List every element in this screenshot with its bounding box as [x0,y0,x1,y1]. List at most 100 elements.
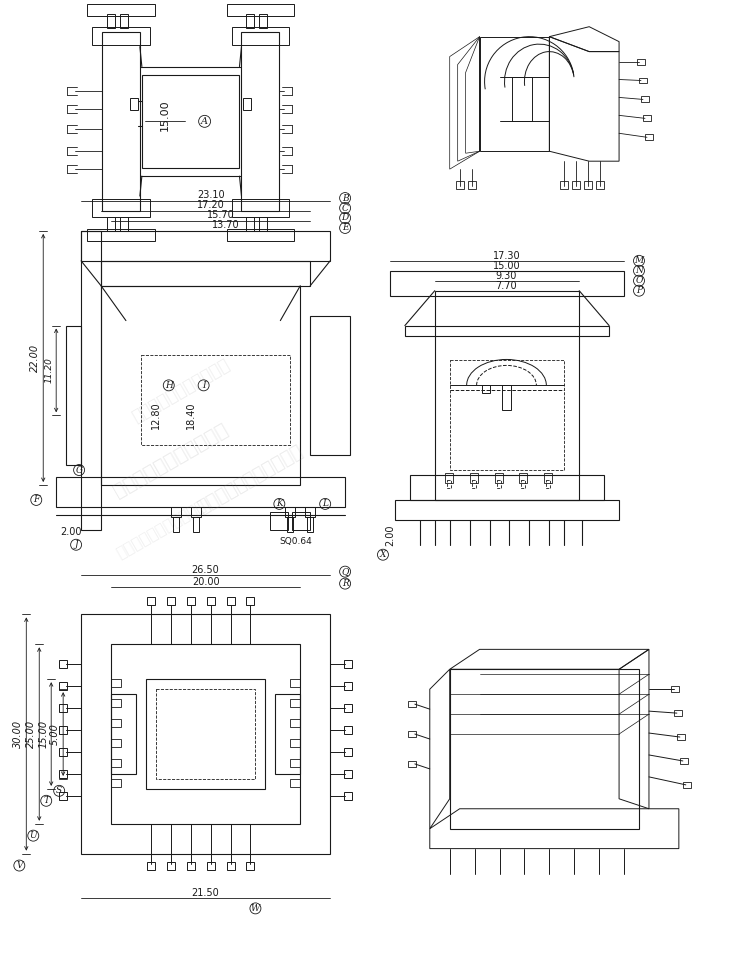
Bar [59,770,67,778]
Bar [291,739,300,747]
Text: 2.00: 2.00 [60,527,82,537]
Text: 23.10: 23.10 [197,190,224,200]
Bar [522,480,525,488]
Bar [111,680,121,687]
Text: C: C [342,204,348,212]
Text: 18.40: 18.40 [186,402,195,429]
Bar [344,705,352,712]
Bar [408,731,416,737]
Text: 21.50: 21.50 [192,888,219,899]
Bar [344,748,352,756]
Bar [639,77,647,83]
Text: 17.30: 17.30 [493,250,520,261]
Bar [450,669,639,829]
Text: 东莞市扬通电子有限公司: 东莞市扬通电子有限公司 [114,498,208,561]
Text: SQ0.64: SQ0.64 [279,537,311,546]
Bar [101,261,311,286]
Bar [186,597,195,604]
Text: S: S [56,787,62,795]
Text: T: T [43,796,49,805]
Text: V: V [16,861,22,870]
Bar [87,228,155,241]
Text: E: E [342,224,348,232]
Bar [467,181,476,189]
Bar [59,661,67,668]
Bar [259,217,267,231]
Bar [305,507,315,517]
Bar [291,759,300,767]
Bar [59,748,67,756]
Bar [66,326,81,465]
Text: N: N [635,267,643,275]
Bar [395,500,619,520]
Bar [344,792,352,800]
Bar [247,13,254,28]
Bar [111,719,121,728]
Bar [111,694,136,774]
Bar [87,4,155,15]
Text: 22.00: 22.00 [30,344,40,372]
Text: I: I [202,380,205,390]
Text: G: G [76,466,82,474]
Bar [192,517,198,532]
Text: U: U [30,831,37,840]
Bar [680,758,688,764]
Bar [311,315,350,455]
Bar [166,861,175,870]
Bar [207,861,215,870]
Text: 26.50: 26.50 [192,565,219,575]
Text: 17.20: 17.20 [197,200,224,210]
Bar [102,32,140,211]
Bar [481,385,490,393]
Bar [59,792,67,800]
Bar [101,286,300,485]
Bar [111,699,121,707]
Bar [495,473,502,483]
Bar [291,719,300,728]
Text: R: R [342,579,348,588]
Bar [285,507,295,517]
Bar [408,701,416,707]
Bar [470,473,478,483]
Text: P: P [636,286,642,295]
Text: 30.00: 30.00 [13,720,23,749]
Bar [276,694,300,774]
Bar [244,98,251,110]
Bar [56,477,345,507]
Bar [288,517,293,532]
Bar [344,770,352,778]
Bar [59,726,67,734]
Text: 5.00: 5.00 [51,723,60,745]
Bar [166,597,175,604]
Bar [410,475,604,500]
Bar [59,683,67,690]
Bar [344,726,352,734]
Bar [674,710,682,716]
Text: 2.00: 2.00 [385,524,395,546]
Bar [291,680,300,687]
Text: 11.20: 11.20 [44,358,53,383]
Bar [191,507,201,517]
Bar [450,360,564,470]
Bar [141,356,291,445]
Bar [232,199,289,217]
Bar [641,97,649,102]
Text: H: H [165,380,172,390]
Bar [496,480,501,488]
Bar [645,134,653,141]
Text: 20.00: 20.00 [192,576,219,587]
Bar [227,4,294,15]
Bar [545,473,552,483]
Bar [247,217,254,231]
Bar [513,76,533,121]
Bar [435,291,580,500]
Text: K: K [276,499,283,509]
Text: X: X [380,551,386,559]
Bar [92,199,150,217]
Bar [291,779,300,787]
Text: D: D [342,213,348,223]
Bar [572,181,580,189]
Bar [107,13,115,28]
Text: W: W [251,903,260,913]
Bar [81,231,101,530]
